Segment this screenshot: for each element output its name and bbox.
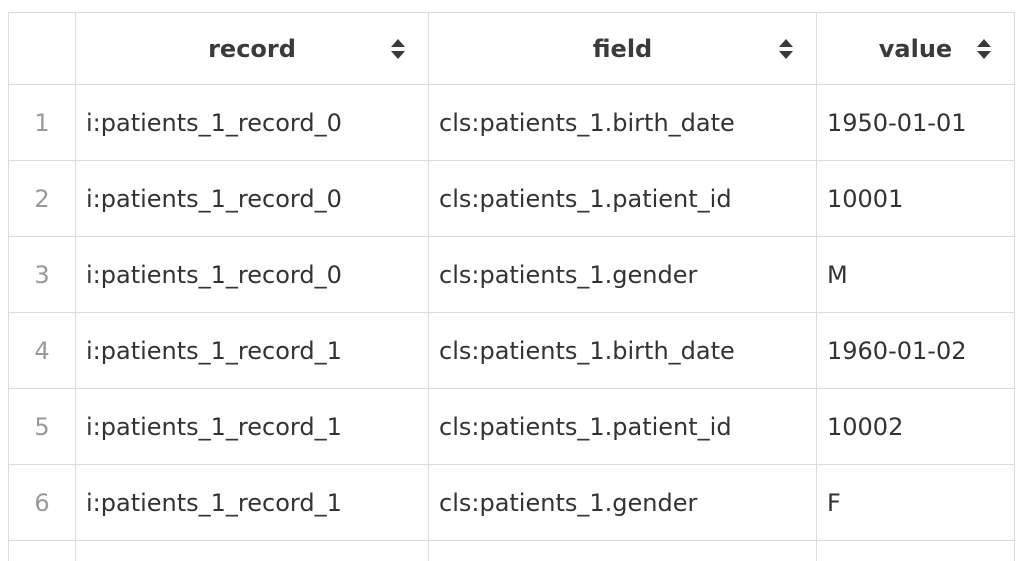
row-index: 5 — [9, 389, 76, 465]
row-index: 4 — [9, 313, 76, 389]
cell-field[interactable]: cls:patients_1.patient_id — [429, 389, 817, 465]
table-row[interactable]: 1 i:patients_1_record_0 cls:patients_1.b… — [9, 85, 1015, 161]
sort-updown-icon[interactable] — [778, 38, 794, 60]
table-cell-empty — [76, 541, 429, 561]
cell-value[interactable]: F — [817, 465, 1015, 541]
cell-field[interactable]: cls:patients_1.patient_id — [429, 161, 817, 237]
cell-value[interactable]: 1960-01-02 — [817, 313, 1015, 389]
column-header-value[interactable]: value — [817, 13, 1015, 85]
cell-value[interactable]: 10001 — [817, 161, 1015, 237]
sort-updown-icon[interactable] — [976, 38, 992, 60]
column-header-label: field — [593, 35, 652, 63]
row-index: 1 — [9, 85, 76, 161]
index-column-header — [9, 13, 76, 85]
table-cell-empty — [817, 541, 1015, 561]
cell-value[interactable]: 10002 — [817, 389, 1015, 465]
cell-record[interactable]: i:patients_1_record_1 — [76, 313, 429, 389]
cell-record[interactable]: i:patients_1_record_0 — [76, 237, 429, 313]
table-cell-empty — [9, 541, 76, 561]
column-header-label: record — [208, 35, 296, 63]
cell-field[interactable]: cls:patients_1.gender — [429, 465, 817, 541]
cell-value[interactable]: M — [817, 237, 1015, 313]
table-row[interactable]: 5 i:patients_1_record_1 cls:patients_1.p… — [9, 389, 1015, 465]
table-row-partial — [9, 541, 1015, 561]
cell-field[interactable]: cls:patients_1.gender — [429, 237, 817, 313]
cell-field[interactable]: cls:patients_1.birth_date — [429, 313, 817, 389]
row-index: 2 — [9, 161, 76, 237]
cell-record[interactable]: i:patients_1_record_1 — [76, 389, 429, 465]
column-header-record[interactable]: record — [76, 13, 429, 85]
table-row[interactable]: 6 i:patients_1_record_1 cls:patients_1.g… — [9, 465, 1015, 541]
table-cell-empty — [429, 541, 817, 561]
table-row[interactable]: 2 i:patients_1_record_0 cls:patients_1.p… — [9, 161, 1015, 237]
cell-value[interactable]: 1950-01-01 — [817, 85, 1015, 161]
column-header-label: value — [879, 35, 952, 63]
cell-record[interactable]: i:patients_1_record_0 — [76, 161, 429, 237]
header-row: record field value — [9, 13, 1015, 85]
cell-record[interactable]: i:patients_1_record_0 — [76, 85, 429, 161]
data-table: record field value 1 i:patients_1_ — [8, 12, 1015, 561]
table-row[interactable]: 4 i:patients_1_record_1 cls:patients_1.b… — [9, 313, 1015, 389]
table-row[interactable]: 3 i:patients_1_record_0 cls:patients_1.g… — [9, 237, 1015, 313]
row-index: 6 — [9, 465, 76, 541]
row-index: 3 — [9, 237, 76, 313]
column-header-field[interactable]: field — [429, 13, 817, 85]
cell-record[interactable]: i:patients_1_record_1 — [76, 465, 429, 541]
sort-updown-icon[interactable] — [390, 38, 406, 60]
cell-field[interactable]: cls:patients_1.birth_date — [429, 85, 817, 161]
